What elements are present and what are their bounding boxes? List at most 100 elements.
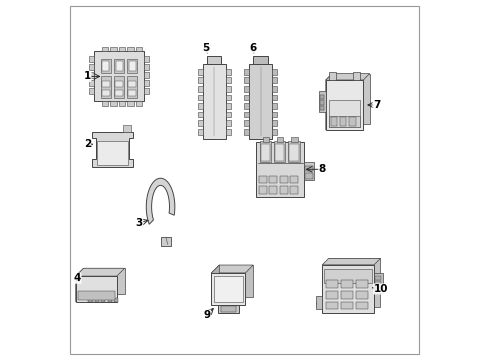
Bar	[341, 280, 352, 288]
Bar	[127, 102, 134, 106]
Bar	[127, 59, 137, 73]
Bar	[325, 80, 363, 130]
Bar	[128, 90, 136, 96]
Bar	[244, 86, 248, 92]
Bar	[259, 176, 266, 183]
Bar	[305, 166, 312, 171]
Bar	[352, 72, 360, 80]
Bar	[289, 176, 297, 183]
Bar	[119, 102, 125, 106]
Bar	[244, 69, 248, 75]
Bar	[102, 61, 109, 71]
Bar	[276, 136, 283, 141]
Bar	[197, 112, 202, 117]
Bar	[197, 95, 202, 100]
Bar	[110, 102, 116, 106]
Text: 8: 8	[318, 164, 325, 174]
Bar	[244, 103, 248, 109]
Bar	[290, 136, 297, 141]
Bar	[348, 117, 355, 126]
Bar	[328, 72, 336, 80]
Bar	[102, 102, 108, 106]
Bar	[320, 100, 324, 105]
Bar	[279, 186, 287, 194]
Bar	[262, 136, 268, 141]
Bar	[94, 51, 143, 102]
Bar	[269, 176, 277, 183]
Bar	[101, 59, 111, 73]
Bar	[373, 273, 382, 293]
Bar	[160, 237, 171, 246]
Bar	[326, 302, 338, 310]
Bar	[273, 141, 285, 162]
Bar	[83, 268, 124, 294]
Text: 7: 7	[372, 100, 380, 110]
Polygon shape	[325, 73, 369, 80]
Bar	[101, 76, 111, 98]
Polygon shape	[325, 73, 331, 130]
Bar	[274, 144, 284, 161]
Bar	[220, 306, 236, 312]
Bar	[114, 59, 124, 73]
Bar	[259, 141, 270, 162]
Bar	[259, 186, 266, 194]
Bar	[88, 88, 94, 94]
Bar	[122, 125, 130, 132]
Bar	[197, 77, 202, 83]
Bar	[374, 276, 381, 280]
Bar	[102, 81, 110, 87]
Polygon shape	[76, 268, 124, 276]
Bar	[319, 91, 325, 112]
Bar	[225, 77, 230, 83]
Bar	[315, 296, 322, 310]
Bar	[289, 186, 297, 194]
Bar	[244, 77, 248, 83]
Bar	[244, 129, 248, 135]
Bar	[115, 61, 122, 71]
Bar	[88, 64, 94, 70]
Polygon shape	[92, 132, 133, 167]
Bar	[225, 103, 230, 109]
Bar	[374, 282, 381, 285]
Bar	[114, 76, 124, 98]
Bar	[305, 173, 312, 179]
Bar	[260, 144, 269, 161]
Bar	[225, 69, 230, 75]
Bar	[110, 47, 116, 51]
Bar	[197, 129, 202, 135]
Bar	[374, 287, 381, 291]
Bar	[326, 291, 338, 299]
Bar	[225, 120, 230, 126]
Bar	[88, 72, 94, 78]
Bar	[197, 103, 202, 109]
Bar	[202, 64, 225, 139]
Bar	[326, 280, 338, 288]
Bar	[341, 302, 352, 310]
Bar	[143, 88, 148, 94]
Bar	[269, 186, 277, 194]
Text: 10: 10	[373, 284, 387, 294]
Text: 5: 5	[202, 43, 209, 53]
Bar	[244, 95, 248, 100]
Bar	[88, 298, 92, 302]
Bar	[287, 141, 299, 162]
Bar	[279, 176, 287, 183]
Text: 9: 9	[203, 310, 210, 320]
Bar	[272, 86, 277, 92]
Bar	[78, 291, 114, 300]
Bar	[127, 47, 134, 51]
Bar	[320, 106, 324, 111]
Bar	[119, 47, 125, 51]
Bar	[244, 112, 248, 117]
Bar	[143, 57, 148, 62]
Bar	[94, 51, 143, 102]
Bar	[197, 86, 202, 92]
Bar	[322, 265, 373, 313]
Bar	[304, 162, 314, 180]
Bar	[128, 81, 136, 87]
Bar	[341, 291, 352, 299]
Text: 4: 4	[74, 273, 81, 283]
Bar	[127, 76, 137, 98]
Bar	[197, 69, 202, 75]
Bar	[102, 90, 110, 96]
